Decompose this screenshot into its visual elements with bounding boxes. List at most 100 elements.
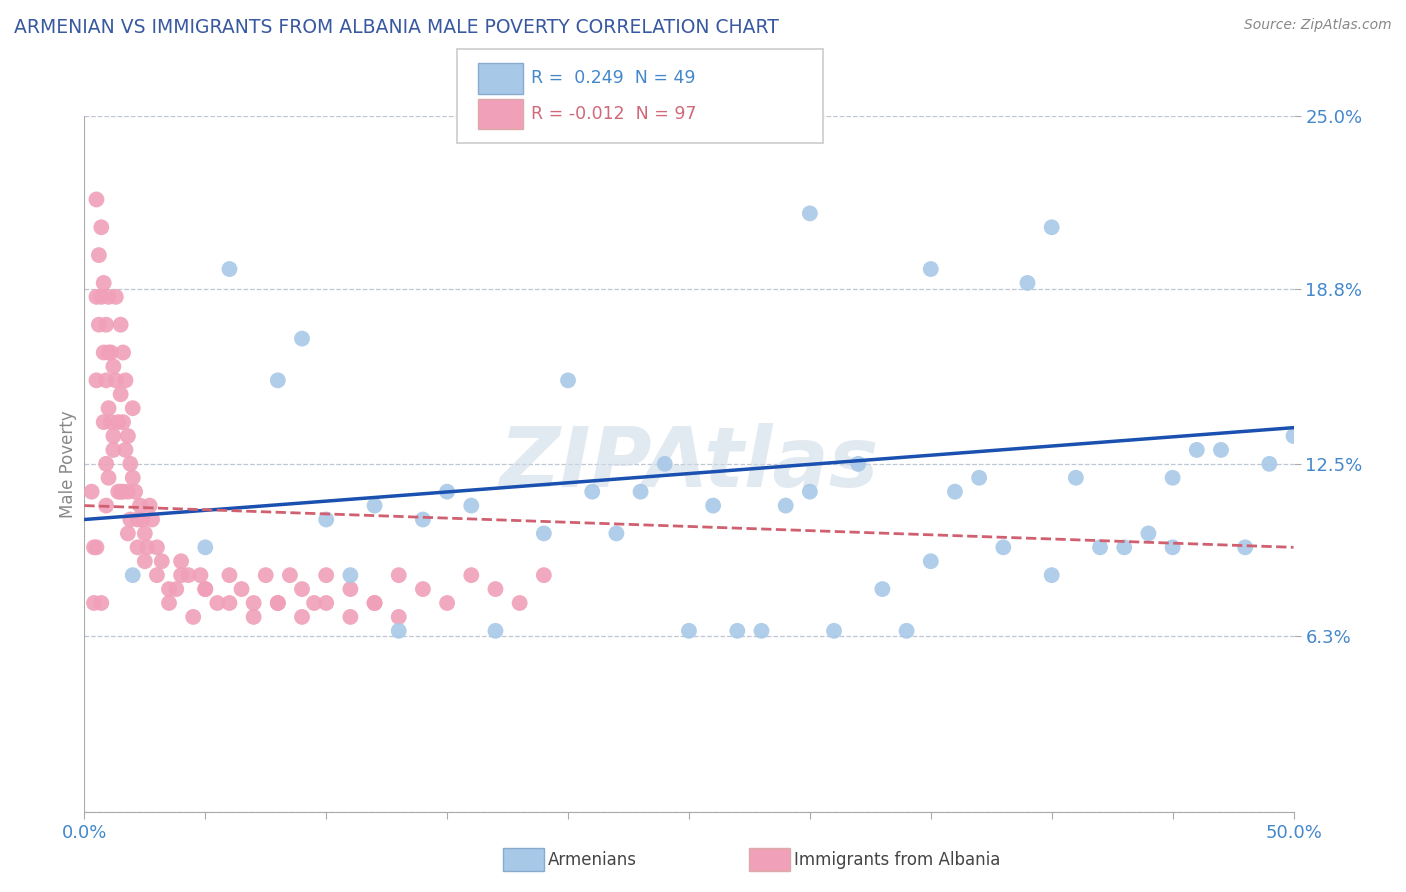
Point [117, 526, 139, 541]
Point [1017, 276, 1039, 290]
Point [484, 582, 506, 596]
Point [533, 568, 555, 582]
Point [194, 541, 217, 555]
Point [218, 596, 240, 610]
Point [218, 262, 240, 277]
Point [190, 568, 212, 582]
Point [630, 484, 652, 499]
Point [157, 582, 180, 596]
Point [363, 499, 385, 513]
Point [1185, 442, 1208, 457]
Point [181, 610, 204, 624]
Point [291, 332, 314, 346]
Point [97, 471, 120, 485]
Point [1040, 220, 1063, 235]
Point [124, 484, 146, 499]
Point [943, 484, 966, 499]
Point [315, 568, 337, 582]
Point [207, 596, 229, 610]
Point [120, 457, 142, 471]
Point [267, 596, 290, 610]
Point [107, 415, 129, 429]
Point [120, 512, 142, 526]
Point [103, 359, 125, 374]
Point [170, 568, 193, 582]
Point [254, 568, 277, 582]
Point [1161, 541, 1184, 555]
Point [141, 512, 163, 526]
Point [93, 415, 115, 429]
Point [920, 262, 942, 277]
Point [114, 373, 136, 387]
Point [86, 193, 108, 207]
Point [412, 512, 434, 526]
Point [94, 318, 117, 332]
Point [388, 610, 411, 624]
Point [87, 248, 110, 262]
Point [94, 457, 117, 471]
Point [823, 624, 845, 638]
Point [134, 554, 156, 568]
Point [121, 471, 143, 485]
Point [388, 624, 411, 638]
Point [678, 624, 700, 638]
Point [751, 624, 773, 638]
Point [86, 541, 108, 555]
Point [388, 568, 411, 582]
Point [967, 471, 990, 485]
Point [127, 541, 149, 555]
Point [90, 596, 112, 610]
Point [1161, 471, 1184, 485]
Point [83, 541, 105, 555]
Point [112, 484, 135, 499]
Point [1064, 471, 1087, 485]
Point [97, 401, 120, 416]
Point [103, 429, 125, 443]
Point [725, 624, 748, 638]
Point [775, 499, 797, 513]
Point [242, 610, 264, 624]
Point [104, 373, 127, 387]
Point [80, 484, 103, 499]
Point [93, 345, 115, 359]
Text: Immigrants from Albania: Immigrants from Albania [794, 851, 1001, 869]
Point [1209, 442, 1232, 457]
Point [484, 624, 506, 638]
Point [605, 526, 627, 541]
Point [83, 596, 105, 610]
Point [112, 415, 135, 429]
Point [121, 568, 143, 582]
Point [165, 582, 187, 596]
Point [177, 568, 200, 582]
Text: R = -0.012  N = 97: R = -0.012 N = 97 [531, 105, 697, 123]
Point [799, 484, 821, 499]
Point [339, 568, 361, 582]
Point [94, 373, 117, 387]
Point [114, 442, 136, 457]
Point [302, 596, 325, 610]
Point [533, 526, 555, 541]
Point [1137, 526, 1160, 541]
Point [90, 290, 112, 304]
Point [993, 541, 1015, 555]
Point [150, 554, 173, 568]
Point [104, 290, 127, 304]
Point [97, 345, 120, 359]
Point [107, 484, 129, 499]
Point [1282, 429, 1305, 443]
Point [846, 457, 869, 471]
Point [702, 499, 724, 513]
Point [363, 596, 385, 610]
Point [100, 345, 122, 359]
Point [581, 484, 603, 499]
Y-axis label: Male Poverty: Male Poverty [59, 410, 77, 517]
Point [291, 610, 314, 624]
Point [121, 401, 143, 416]
Point [896, 624, 918, 638]
Point [436, 484, 458, 499]
Point [93, 276, 115, 290]
Point [138, 499, 160, 513]
Point [460, 499, 482, 513]
Point [872, 582, 894, 596]
Point [134, 526, 156, 541]
